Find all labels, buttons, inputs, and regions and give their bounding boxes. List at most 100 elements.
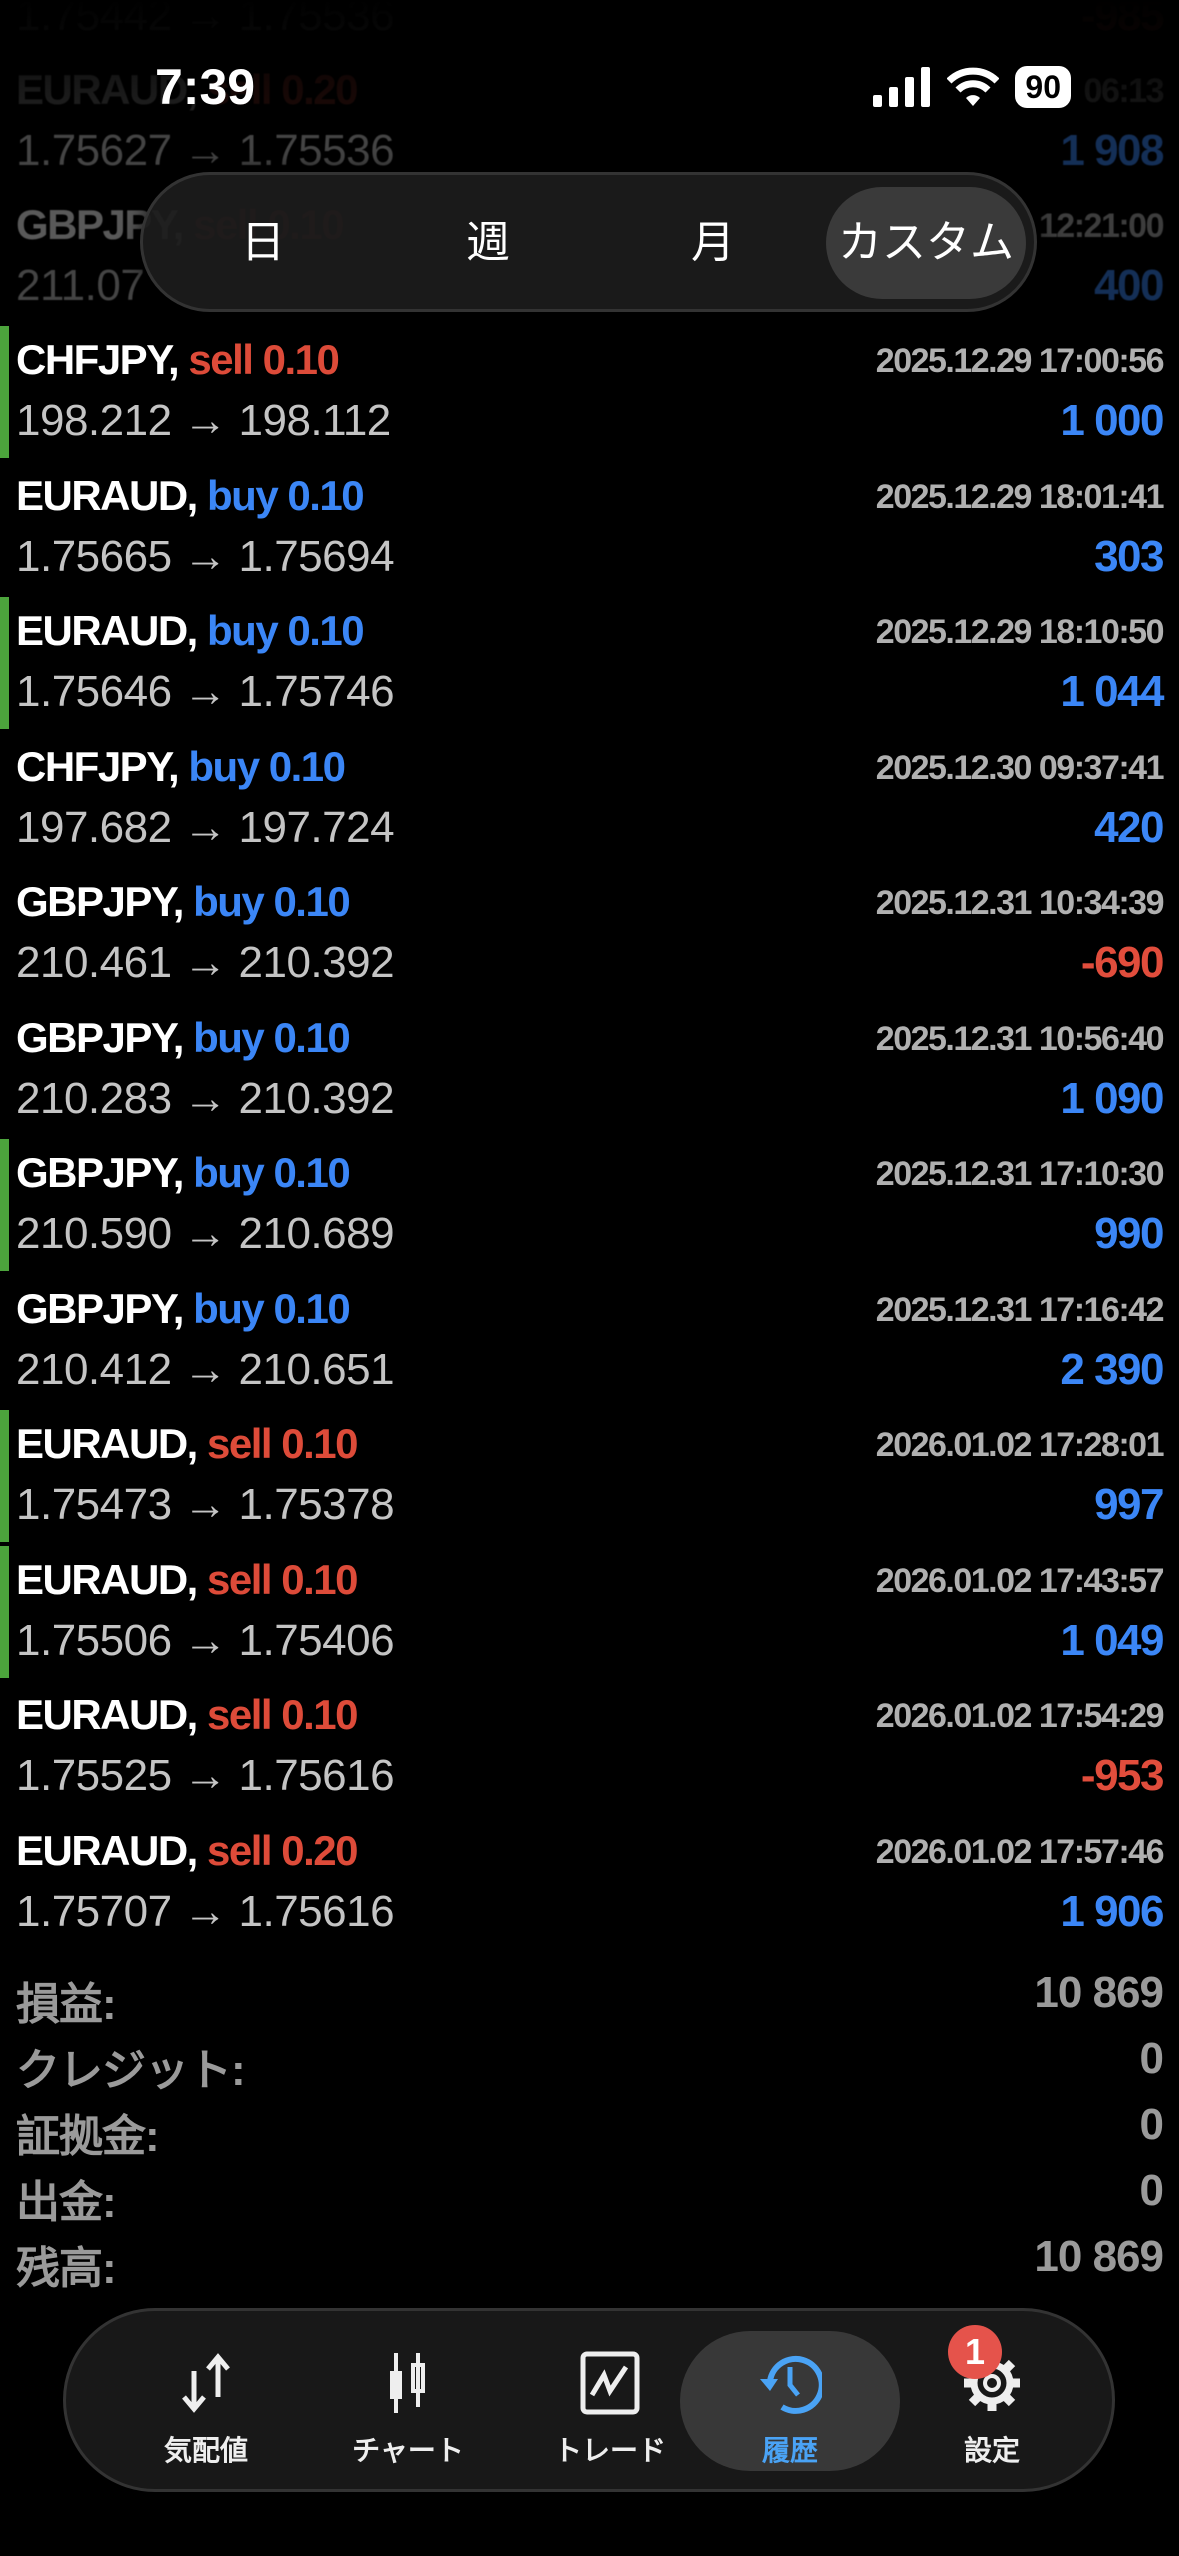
trade-title: EURAUD, buy 0.10 — [16, 471, 365, 520]
trade-volume: 0.10 — [281, 1420, 358, 1467]
trade-row[interactable]: EURAUD, sell 0.10 2026.01.02 17:43:57 1.75… — [0, 1545, 1179, 1681]
trade-title: GBPJPY, buy 0.10 — [16, 1149, 351, 1197]
trade-profit: 1 906 — [1060, 1886, 1164, 1936]
trade-datetime: 2025.12.31 10:34:39 — [875, 884, 1165, 922]
trade-datetime: 2026.01.02 17:43:57 — [875, 1561, 1165, 1600]
trade-profit: 1 000 — [1060, 396, 1164, 445]
trade-volume: 0.10 — [273, 1013, 350, 1061]
trade-side: buy — [193, 1013, 265, 1061]
nav-tab-quotes[interactable]: 気配値 — [96, 2331, 316, 2471]
trade-symbol: GBPJPY, — [16, 878, 184, 925]
trade-profit: 400 — [1094, 261, 1164, 310]
trade-datetime: 2025.12.31 17:16:42 — [875, 1290, 1165, 1329]
trade-chart-icon — [580, 2351, 640, 2415]
trade-title: GBPJPY, buy 0.10 — [16, 878, 351, 926]
trade-title: EURAUD, sell 0.20 — [16, 1826, 358, 1875]
trade-prices: 1.75707 → 1.75616 — [16, 1886, 395, 1936]
trade-prices: 211.07 — [16, 261, 145, 310]
account-summary: 損益: 10 869 クレジット: 0 証拠金: 0 出金: 0 残高: 10 869 — [16, 1968, 1165, 2298]
trade-symbol: GBPJPY, — [16, 1013, 184, 1061]
trade-row[interactable]: EURAUD, sell 0.10 2026.01.02 17:54:29 1.75… — [0, 1681, 1179, 1816]
trade-side: sell — [207, 1420, 273, 1467]
nav-label: 履歴 — [761, 2435, 818, 2466]
trade-prices: 1.75525 → 1.75616 — [16, 1751, 395, 1800]
trade-datetime: 2025.12.29 17:00:56 — [875, 342, 1165, 380]
summary-withdrawal: 出金: 0 — [16, 2166, 1165, 2232]
trade-datetime: 2025.12.31 10:56:40 — [875, 1019, 1165, 1058]
trade-volume: 0.10 — [268, 742, 346, 790]
trade-volume: 0.10 — [287, 471, 364, 519]
summary-label: 証拠金: — [16, 2112, 160, 2161]
trade-profit: -953 — [1080, 1751, 1165, 1800]
trade-title: GBPJPY, buy 0.10 — [16, 1013, 351, 1062]
trade-profit: 1 049 — [1060, 1615, 1164, 1665]
wifi-icon — [947, 67, 1000, 106]
status-time: 7:39 — [155, 59, 256, 115]
trade-symbol: EURAUD, — [16, 1691, 198, 1738]
status-icons: 90 — [873, 66, 1071, 108]
profit-marker — [0, 1545, 9, 1678]
summary-value: 0 — [1139, 2166, 1165, 2215]
trade-prices: 198.212 → 198.112 — [16, 396, 391, 445]
settings-notification-badge: 1 — [948, 2325, 1002, 2379]
trade-title: CHFJPY, sell 0.10 — [16, 336, 340, 384]
nav-tab-trade[interactable]: トレード — [500, 2331, 720, 2471]
trade-row[interactable]: GBPJPY, buy 0.10 2025.12.31 10:56:40 210.2… — [0, 1004, 1179, 1139]
period-tab-month[interactable]: 月 — [691, 218, 735, 267]
period-selector[interactable]: 日 週 月 カスタム — [140, 172, 1037, 312]
trade-side: buy — [193, 1284, 265, 1332]
summary-balance: 残高: 10 869 — [16, 2232, 1164, 2298]
trade-datetime: 2026.01.02 17:54:29 — [875, 1697, 1165, 1735]
trade-symbol: GBPJPY, — [16, 1284, 184, 1332]
trade-side: buy — [193, 1149, 265, 1196]
trade-side: sell — [207, 1826, 273, 1874]
trade-row[interactable]: GBPJPY, buy 0.10 2025.12.31 17:10:30 210.5… — [0, 1139, 1179, 1274]
trade-profit: 1 044 — [1060, 667, 1164, 716]
bottom-navigation: 気配値 チャート トレード 履歴 設定 — [63, 2308, 1115, 2492]
trade-symbol: EURAUD, — [16, 471, 198, 519]
summary-value: 10 869 — [1034, 2232, 1164, 2281]
trade-volume: 0.10 — [273, 1149, 350, 1196]
trade-volume: 0.10 — [273, 1284, 350, 1332]
trade-symbol: EURAUD, — [16, 607, 198, 654]
trade-row[interactable]: CHFJPY, sell 0.10 2025.12.29 17:00:56 198.… — [0, 326, 1179, 461]
period-tab-day[interactable]: 日 — [241, 218, 285, 267]
profit-marker — [0, 1410, 9, 1542]
trade-symbol: EURAUD, — [16, 1826, 198, 1874]
trade-prices: 1.75627 → 1.75536 — [16, 126, 395, 175]
trade-row[interactable]: GBPJPY, buy 0.10 2025.12.31 10:34:39 210.4… — [0, 868, 1179, 1003]
trade-profit: 303 — [1094, 531, 1164, 581]
trade-title: EURAUD, sell 0.10 — [16, 1691, 358, 1739]
trade-prices: 1.75473 → 1.75378 — [16, 1480, 395, 1529]
trade-prices: 1.75506 → 1.75406 — [16, 1615, 395, 1665]
trade-row[interactable]: EURAUD, buy 0.10 2025.12.29 18:01:41 1.756… — [0, 462, 1179, 597]
summary-label: 損益: — [16, 1980, 117, 2029]
period-tab-custom[interactable]: カスタム — [826, 187, 1026, 299]
trade-row[interactable]: CHFJPY, buy 0.10 2025.12.30 09:37:41 197.6… — [0, 733, 1179, 868]
trade-profit: 1 908 — [1060, 126, 1164, 175]
trade-side: sell — [207, 1691, 273, 1738]
nav-tab-history[interactable]: 履歴 — [680, 2331, 900, 2471]
battery-indicator: 90 — [1015, 66, 1071, 108]
trade-datetime: 2025.12.29 18:01:41 — [875, 477, 1165, 516]
trade-volume: 0.10 — [262, 336, 340, 383]
quotes-arrows-icon — [182, 2353, 230, 2413]
trade-row[interactable]: EURAUD, buy 0.10 2025.12.29 18:10:50 1.756… — [0, 597, 1179, 732]
trade-title: EURAUD, sell 0.10 — [16, 1555, 358, 1604]
trade-row[interactable]: GBPJPY, buy 0.10 2025.12.31 17:16:42 210.4… — [0, 1275, 1179, 1410]
candlestick-icon — [390, 2353, 425, 2413]
profit-marker — [0, 1139, 9, 1271]
summary-value: 10 869 — [1034, 1968, 1164, 2017]
trade-volume: 0.10 — [273, 878, 350, 925]
trade-row[interactable]: EURAUD, sell 0.10 2026.01.02 17:28:01 1.75… — [0, 1410, 1179, 1545]
top-fade — [0, 0, 1179, 130]
trade-title: CHFJPY, buy 0.10 — [16, 742, 346, 791]
nav-label: チャート — [352, 2435, 464, 2466]
period-tab-week[interactable]: 週 — [466, 218, 510, 267]
nav-tab-chart[interactable]: チャート — [298, 2331, 518, 2471]
trade-row[interactable]: EURAUD, sell 0.20 2026.01.02 17:57:46 1.75… — [0, 1817, 1179, 1952]
summary-margin: 証拠金: 0 — [16, 2100, 1164, 2166]
trade-side: sell — [207, 1555, 273, 1603]
trade-prices: 210.412 → 210.651 — [16, 1344, 395, 1394]
trade-datetime: 2025.12.31 17:10:30 — [875, 1155, 1165, 1193]
